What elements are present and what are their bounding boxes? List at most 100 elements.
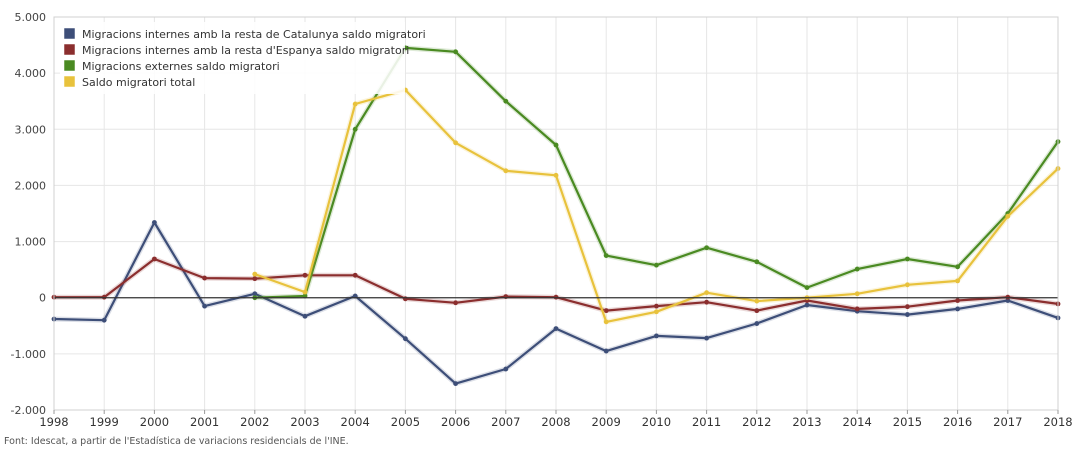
legend-label[interactable]: Migracions externes saldo migratori <box>82 60 280 73</box>
data-point[interactable] <box>403 336 408 342</box>
data-point[interactable] <box>553 326 559 331</box>
data-point[interactable] <box>654 303 659 309</box>
data-point[interactable] <box>453 300 458 306</box>
x-tick-label: 2001 <box>190 415 219 429</box>
y-tick-label: -2.000 <box>11 404 46 417</box>
data-point[interactable] <box>905 304 910 310</box>
x-tick-label: 2000 <box>140 415 169 429</box>
x-tick-label: 2016 <box>943 415 972 429</box>
data-point[interactable] <box>453 49 458 55</box>
data-point[interactable] <box>704 245 709 251</box>
data-point[interactable] <box>955 306 960 312</box>
x-tick-label: 2012 <box>742 415 771 429</box>
data-point[interactable] <box>503 168 509 174</box>
x-tick-label: 2015 <box>893 415 922 429</box>
x-tick-label: 2007 <box>491 415 520 429</box>
x-tick-label: 2013 <box>792 415 821 429</box>
data-point[interactable] <box>654 333 659 339</box>
data-point[interactable] <box>955 264 960 270</box>
data-point[interactable] <box>302 289 308 295</box>
data-point[interactable] <box>152 256 157 262</box>
data-point[interactable] <box>1005 213 1011 219</box>
legend-swatch[interactable] <box>63 75 76 88</box>
data-point[interactable] <box>352 272 358 278</box>
data-point[interactable] <box>603 308 609 314</box>
data-point[interactable] <box>854 266 860 272</box>
x-tick-label: 2008 <box>541 415 570 429</box>
legend-label[interactable]: Migracions internes amb la resta d'Espan… <box>82 44 409 57</box>
data-point[interactable] <box>101 317 107 323</box>
legend-background <box>60 22 405 94</box>
data-point[interactable] <box>704 335 709 341</box>
data-point[interactable] <box>854 306 860 312</box>
y-tick-label: -1.000 <box>11 348 46 361</box>
x-tick-label: 2010 <box>642 415 671 429</box>
x-tick-label: 2005 <box>391 415 420 429</box>
legend-swatch[interactable] <box>63 27 76 40</box>
data-point[interactable] <box>955 298 960 303</box>
legend-label[interactable]: Saldo migratori total <box>82 76 195 89</box>
data-point[interactable] <box>202 303 208 309</box>
data-point[interactable] <box>453 140 458 146</box>
y-tick-label: 2.000 <box>15 179 47 192</box>
data-point[interactable] <box>704 299 709 305</box>
data-point[interactable] <box>754 259 760 265</box>
data-point[interactable] <box>603 253 609 259</box>
data-point[interactable] <box>854 291 860 297</box>
data-point[interactable] <box>654 309 659 315</box>
source-note: Font: Idescat, a partir de l'Estadística… <box>4 436 349 447</box>
x-tick-label: 2011 <box>692 415 721 429</box>
data-point[interactable] <box>252 271 258 277</box>
data-point[interactable] <box>754 298 760 304</box>
y-tick-label: 5.000 <box>15 11 47 24</box>
y-tick-label: 0 <box>39 292 46 305</box>
data-point[interactable] <box>804 302 810 308</box>
legend-swatch[interactable] <box>63 43 76 56</box>
series-4 <box>252 87 1061 325</box>
data-point[interactable] <box>754 321 760 326</box>
x-tick-label: 2003 <box>290 415 319 429</box>
y-tick-label: 3.000 <box>15 123 47 136</box>
data-point[interactable] <box>503 98 509 104</box>
data-point[interactable] <box>704 290 709 296</box>
data-point[interactable] <box>603 348 609 354</box>
data-point[interactable] <box>553 172 559 178</box>
y-tick-label: 1.000 <box>15 236 47 249</box>
data-point[interactable] <box>252 291 258 297</box>
data-point[interactable] <box>252 276 258 282</box>
x-tick-label: 2018 <box>1043 415 1072 429</box>
data-point[interactable] <box>453 381 458 387</box>
y-tick-label: 4.000 <box>15 67 47 80</box>
legend-swatch[interactable] <box>63 59 76 72</box>
data-point[interactable] <box>603 319 609 325</box>
x-tick-label: 2014 <box>843 415 872 429</box>
data-point[interactable] <box>804 285 810 291</box>
data-point[interactable] <box>654 262 659 268</box>
legend-label[interactable]: Migracions internes amb la resta de Cata… <box>82 28 426 41</box>
data-point[interactable] <box>302 272 308 278</box>
axis-layer: 5.0004.0003.0002.0001.0000-1.000-2.00019… <box>11 11 1073 429</box>
data-point[interactable] <box>503 366 509 372</box>
x-tick-label: 2004 <box>341 415 370 429</box>
x-tick-label: 2006 <box>441 415 470 429</box>
x-tick-label: 2002 <box>240 415 269 429</box>
data-point[interactable] <box>352 101 358 107</box>
legend[interactable]: Migracions internes amb la resta de Cata… <box>60 22 426 94</box>
data-point[interactable] <box>302 313 308 319</box>
data-point[interactable] <box>754 308 760 314</box>
x-tick-label: 2009 <box>592 415 621 429</box>
data-point[interactable] <box>553 142 559 148</box>
data-point[interactable] <box>202 275 208 281</box>
data-point[interactable] <box>955 278 960 284</box>
x-tick-label: 1998 <box>39 415 68 429</box>
data-point[interactable] <box>905 256 910 262</box>
x-tick-label: 2017 <box>993 415 1022 429</box>
data-point[interactable] <box>352 126 358 132</box>
data-point[interactable] <box>905 282 910 288</box>
data-point[interactable] <box>152 220 157 225</box>
data-point[interactable] <box>905 312 910 317</box>
data-point[interactable] <box>1005 298 1011 303</box>
x-tick-label: 1999 <box>90 415 119 429</box>
